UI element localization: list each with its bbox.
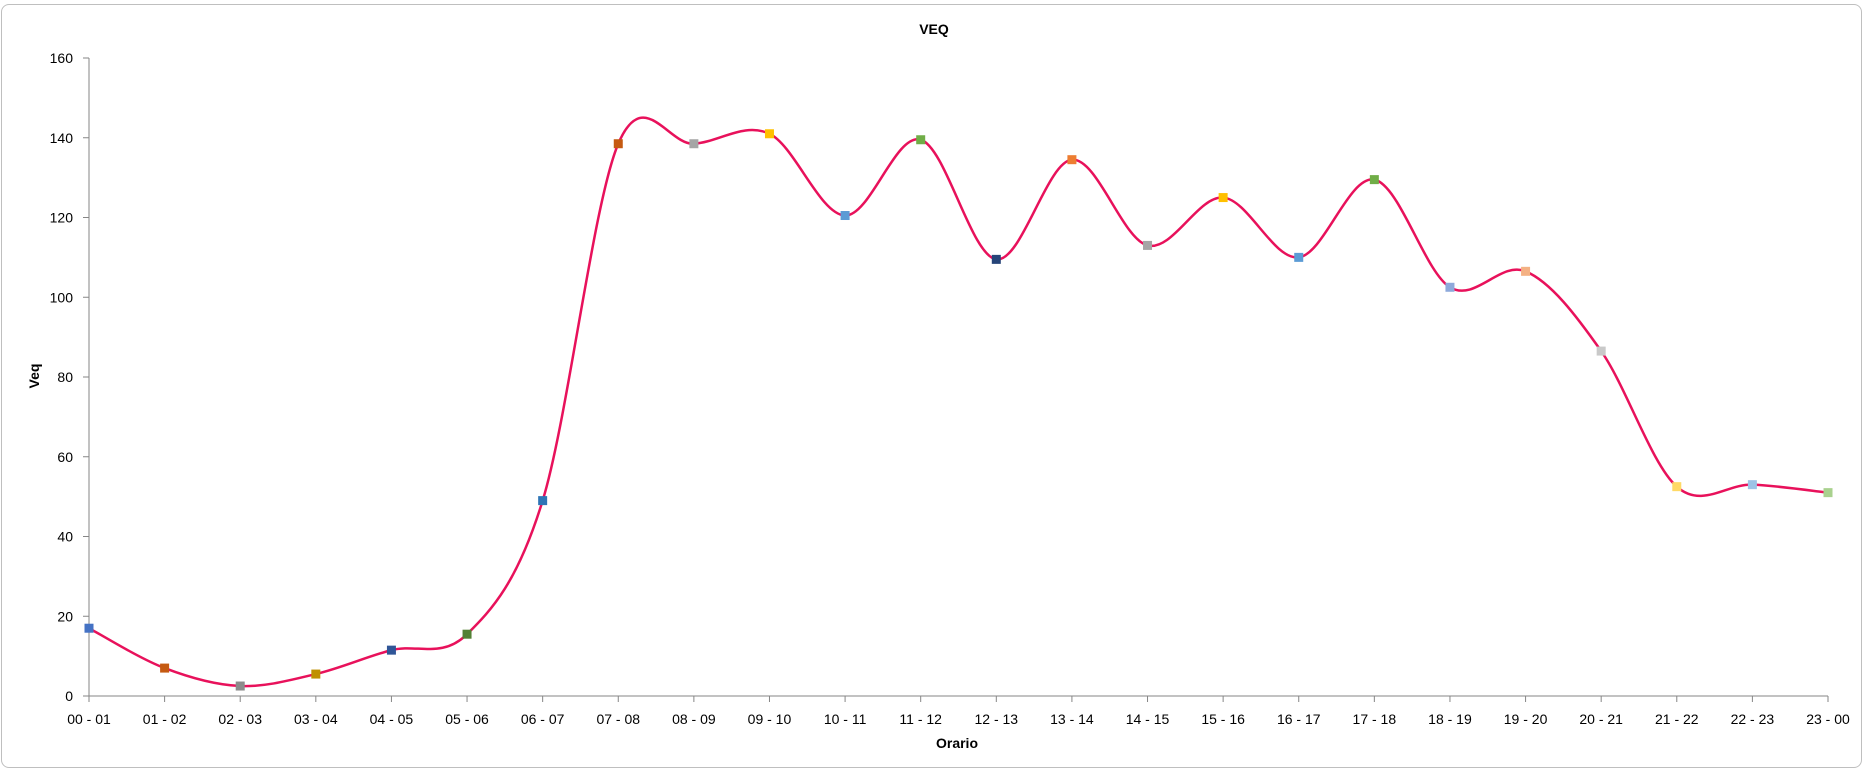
y-tick-label: 160 [50,50,74,66]
y-tick-label: 80 [57,369,73,385]
x-tick-label: 00 - 01 [67,711,111,727]
y-axis-title: Veq [26,364,42,389]
x-axis-title: Orario [936,735,978,751]
y-tick-label: 100 [50,289,74,305]
data-point-marker [916,135,926,145]
x-tick-label: 22 - 23 [1731,711,1775,727]
data-point-marker [462,629,472,639]
x-tick-label: 16 - 17 [1277,711,1321,727]
data-point-marker [1521,266,1531,276]
data-point-marker [84,623,94,633]
x-tick-label: 05 - 06 [445,711,489,727]
data-point-marker [1823,488,1833,498]
data-point-marker [1067,155,1077,165]
x-tick-label: 19 - 20 [1504,711,1548,727]
y-tick-label: 40 [57,529,73,545]
x-tick-label: 11 - 12 [899,711,942,727]
data-point-marker [1747,480,1757,490]
data-point-marker [991,254,1001,264]
y-tick-label: 140 [50,130,74,146]
x-tick-label: 14 - 15 [1126,711,1170,727]
x-tick-label: 08 - 09 [672,711,716,727]
x-tick-label: 13 - 14 [1050,711,1094,727]
x-tick-label: 09 - 10 [748,711,792,727]
plot-area: 0 20 40 60 80 100 120 140 160 00 - 01 01 - 02 02 - … [50,50,1850,727]
chart-title: VEQ [919,21,949,37]
x-tick-label: 03 - 04 [294,711,338,727]
x-tick-label: 17 - 18 [1353,711,1397,727]
data-point-marker [840,211,850,221]
data-point-marker [1143,240,1153,250]
data-point-marker [613,139,623,149]
x-tick-label: 18 - 19 [1428,711,1472,727]
x-tick-label: 06 - 07 [521,711,565,727]
data-point-marker [1445,282,1455,292]
x-tick-label: 21 - 22 [1655,711,1699,727]
x-tick-label: 01 - 02 [143,711,187,727]
x-tick-label: 23 - 00 [1806,711,1850,727]
data-point-marker [1218,193,1228,203]
data-point-marker [235,681,245,691]
x-tick-label: 10 - 11 [824,711,867,727]
data-point-marker [1369,175,1379,185]
chart-area [1,4,1862,768]
x-tick-label: 15 - 16 [1201,711,1245,727]
y-tick-label: 0 [65,688,73,704]
data-point-marker [311,669,321,679]
data-point-marker [764,129,774,139]
data-point-marker [1596,346,1606,356]
x-tick-label: 07 - 08 [596,711,640,727]
data-point-marker [689,139,699,149]
x-tick-label: 12 - 13 [975,711,1019,727]
y-tick-label: 120 [50,210,74,226]
data-point-marker [386,645,396,655]
y-tick-label: 60 [57,449,73,465]
x-tick-label: 20 - 21 [1579,711,1623,727]
series-line [88,116,1829,688]
x-tick-label: 02 - 03 [218,711,262,727]
data-point-marker [538,496,548,506]
data-point-marker [160,663,170,673]
data-point-marker [1294,252,1304,262]
data-point-marker [1672,482,1682,492]
x-tick-label: 04 - 05 [370,711,414,727]
y-tick-label: 20 [57,608,73,624]
